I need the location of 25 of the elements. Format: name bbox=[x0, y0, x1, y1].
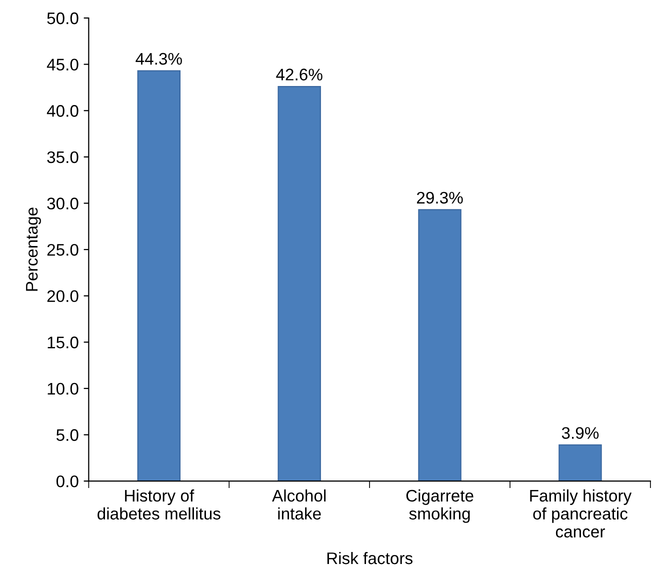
x-tick-label: History of diabetes mellitus bbox=[98, 489, 220, 520]
bar bbox=[137, 70, 181, 482]
data-label: 42.6% bbox=[276, 68, 322, 80]
y-tick-label: 40.0 bbox=[46, 105, 78, 117]
y-tick-label: 35.0 bbox=[47, 151, 78, 164]
y-tick-label: 30.0 bbox=[47, 198, 78, 210]
x-tick-label: Alcohol intake bbox=[272, 489, 326, 520]
y-axis-title: Percentage bbox=[26, 208, 41, 291]
data-label: 3.9% bbox=[562, 427, 599, 439]
bar bbox=[278, 86, 321, 482]
bar bbox=[558, 444, 602, 482]
y-tick-label: 10.0 bbox=[48, 382, 78, 395]
y-tick-label: 20.0 bbox=[47, 290, 78, 302]
y-tick-label: 0.0 bbox=[56, 475, 78, 488]
y-tick-label: 5.0 bbox=[56, 429, 78, 441]
data-label: 44.3% bbox=[136, 52, 182, 65]
x-tick-label: Family history of pancreatic cancer bbox=[530, 489, 632, 538]
y-tick-label: 45.0 bbox=[46, 58, 78, 71]
y-tick-label: 25.0 bbox=[47, 244, 78, 256]
x-axis-title: Risk factors bbox=[327, 552, 412, 564]
data-label: 29.3% bbox=[416, 192, 463, 204]
y-tick-label: 50.0 bbox=[47, 12, 78, 24]
bar bbox=[418, 209, 462, 482]
x-tick-label: Cigarrete smoking bbox=[406, 489, 474, 523]
y-tick-label: 15.0 bbox=[48, 336, 78, 348]
